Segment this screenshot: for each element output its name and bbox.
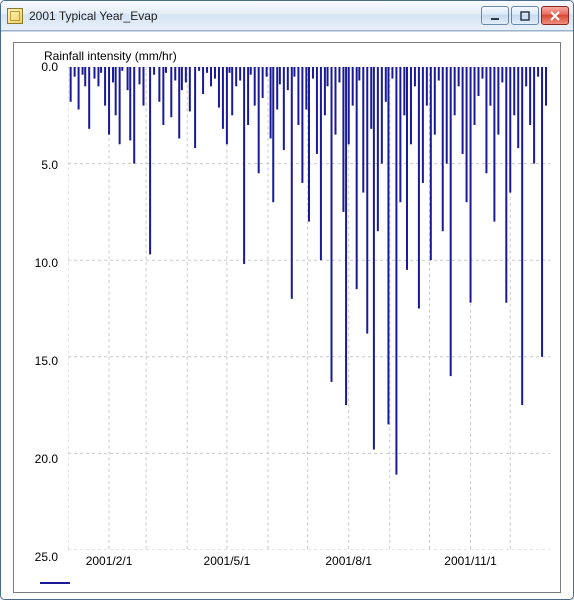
chart-panel: Rainfall intensity (mm/hr) 0.0 5.0 10.0 15.…: [13, 42, 561, 593]
x-tick-label: 2001/8/1: [325, 554, 372, 568]
minimize-button[interactable]: [481, 6, 509, 25]
y-tick-label: 20.0: [35, 452, 64, 466]
window-title: 2001 Typical Year_Evap: [29, 9, 479, 23]
legend-line: [40, 582, 70, 584]
rainfall-chart: [68, 67, 550, 550]
close-button[interactable]: [541, 6, 569, 25]
app-window: 2001 Typical Year_Evap Rainfall intensit…: [0, 0, 574, 600]
client-area: Rainfall intensity (mm/hr) 0.0 5.0 10.0 15.…: [1, 31, 573, 599]
y-axis-title: Rainfall intensity (mm/hr): [44, 49, 556, 63]
app-icon: [7, 8, 23, 24]
x-tick-label: 2001/11/1: [444, 554, 497, 568]
y-tick-label: 15.0: [35, 354, 64, 368]
y-tick-label: 25.0: [35, 550, 64, 564]
plot-area: [68, 67, 550, 550]
y-tick-label: 5.0: [41, 158, 64, 172]
titlebar[interactable]: 2001 Typical Year_Evap: [1, 1, 573, 31]
y-tick-label: 0.0: [41, 60, 64, 74]
maximize-button[interactable]: [511, 6, 539, 25]
y-tick-label: 10.0: [35, 256, 64, 270]
x-tick-label: 2001/5/1: [204, 554, 251, 568]
x-tick-label: 2001/2/1: [86, 554, 133, 568]
